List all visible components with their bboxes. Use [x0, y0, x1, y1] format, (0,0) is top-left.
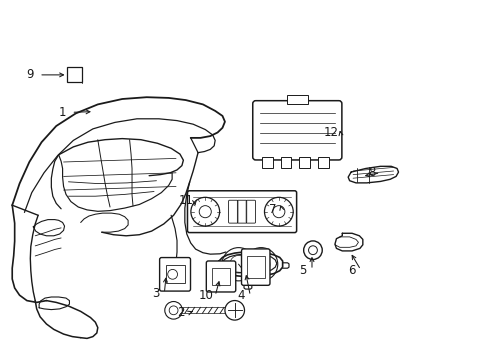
FancyBboxPatch shape [159, 257, 190, 291]
Bar [262, 157, 272, 168]
Circle shape [303, 241, 322, 260]
Bar [246, 256, 264, 278]
Polygon shape [347, 166, 398, 183]
Text: 9: 9 [26, 68, 34, 81]
FancyBboxPatch shape [206, 261, 235, 292]
Text: 12: 12 [324, 126, 338, 139]
Text: 7: 7 [268, 203, 276, 216]
Polygon shape [273, 193, 293, 203]
Bar [165, 265, 184, 283]
FancyBboxPatch shape [241, 249, 269, 285]
Text: 6: 6 [347, 264, 355, 276]
Text: 3: 3 [151, 287, 159, 300]
Bar [67, 67, 81, 82]
Bar [299, 157, 309, 168]
Text: 11: 11 [178, 194, 193, 207]
Circle shape [190, 197, 219, 226]
FancyBboxPatch shape [187, 191, 296, 233]
Bar [317, 157, 328, 168]
Text: 2: 2 [177, 306, 184, 319]
Circle shape [264, 197, 293, 226]
Bar [280, 157, 291, 168]
Text: 5: 5 [299, 264, 306, 276]
Bar [286, 95, 307, 104]
Text: 1: 1 [59, 106, 66, 119]
Text: 4: 4 [237, 289, 245, 302]
Text: 8: 8 [367, 166, 375, 179]
Polygon shape [219, 252, 282, 276]
Polygon shape [334, 233, 362, 251]
Bar [211, 268, 230, 285]
Text: 10: 10 [199, 289, 213, 302]
FancyBboxPatch shape [252, 101, 341, 160]
